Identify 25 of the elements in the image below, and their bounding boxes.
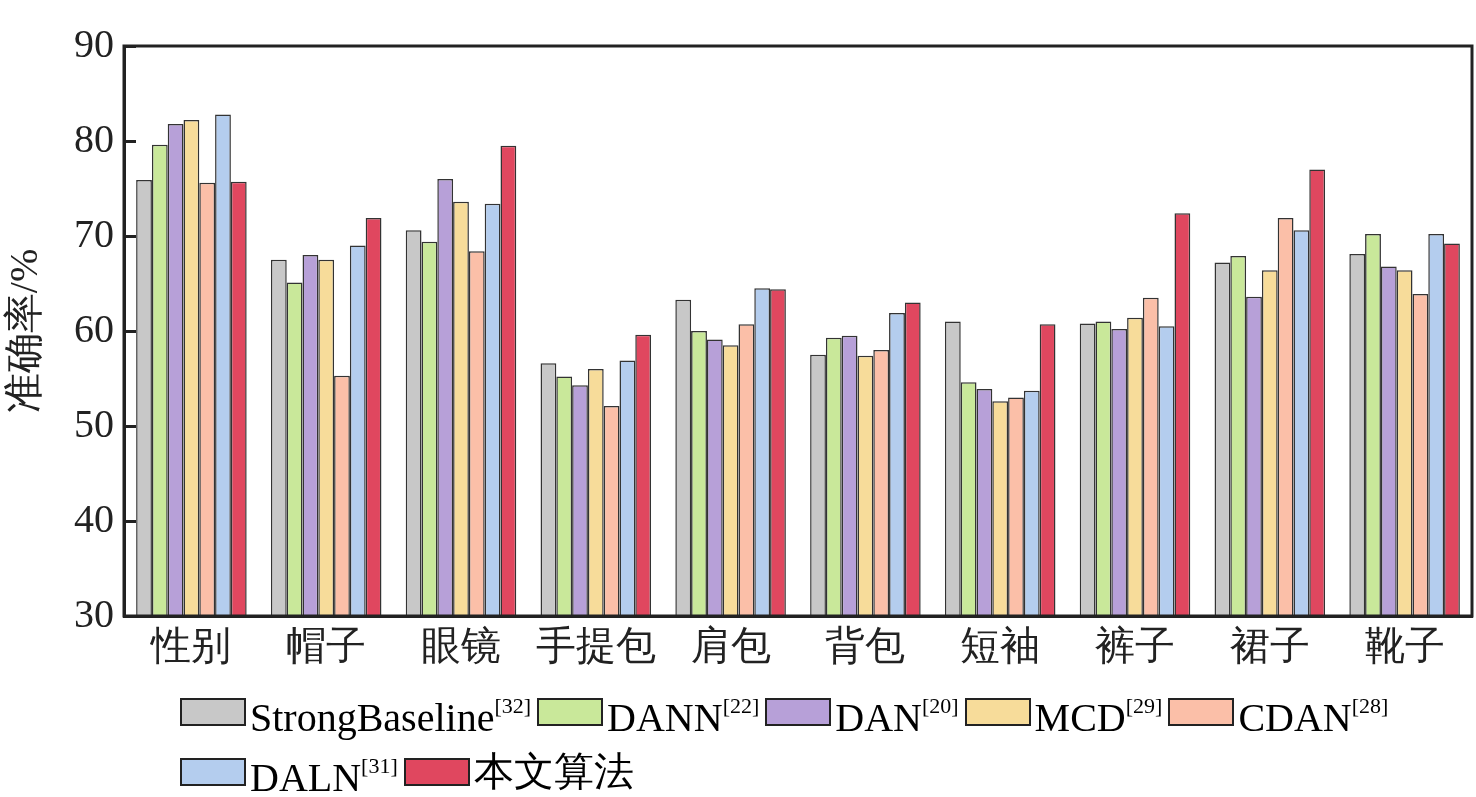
y-tick-label: 60	[74, 305, 114, 351]
x-tick-label: 靴子	[1364, 622, 1445, 668]
legend-label: DAN$^{[20]}$	[835, 692, 959, 742]
legend-label: DANN$^{[22]}$	[607, 692, 760, 742]
x-tick-label: 背包	[825, 622, 906, 668]
x-tick-label: 手提包	[535, 622, 656, 668]
x-tick-label: 帽子	[286, 622, 367, 668]
legend-label: CDAN$^{[28]}$	[1238, 692, 1389, 742]
y-tick-label: 30	[74, 590, 114, 636]
y-axis-title: 准确率/%	[0, 248, 46, 414]
x-tick-label: 裤子	[1095, 622, 1175, 668]
legend-label: DALN$^{[31]}$	[250, 752, 398, 797]
x-tick-label: 裙子	[1229, 622, 1310, 668]
y-tick-label: 50	[74, 400, 114, 446]
x-tick-label: 短袖	[960, 622, 1041, 668]
x-tick-label: 肩包	[690, 622, 771, 668]
x-tick-label: 性别	[149, 622, 232, 668]
y-tick-label: 40	[74, 495, 114, 541]
legend-label: StrongBaseline$^{[32]}$	[250, 692, 532, 742]
x-tick-label: 眼镜	[421, 622, 501, 668]
legend-label: 本文算法	[473, 748, 634, 796]
y-tick-label: 80	[74, 115, 114, 161]
y-tick-label: 70	[74, 210, 114, 256]
y-tick-label: 90	[74, 20, 114, 66]
legend-label: MCD$^{[29]}$	[1034, 692, 1163, 742]
